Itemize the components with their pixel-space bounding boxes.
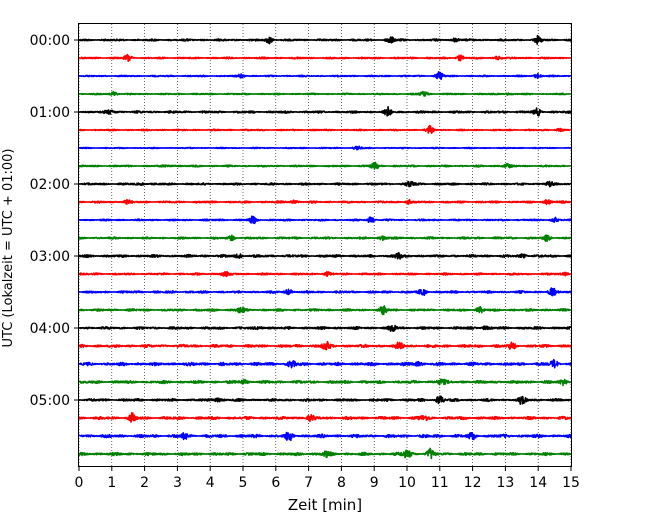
y-axis-ticks: 00:00 01:00 02:00 03:00 04:00 05:00: [30, 33, 79, 409]
y-axis-label: UTC (Lokalzeit = UTC + 01:00): [1, 149, 16, 348]
trace-0000: [78, 34, 572, 45]
y-tick-label-2: 02:00: [30, 177, 70, 193]
x-tick-label-3: 3: [173, 475, 182, 491]
x-tick-label-8: 8: [337, 475, 346, 491]
trace-0245: [78, 234, 572, 243]
x-tick-label-11: 11: [431, 475, 449, 491]
trace-0100: [78, 106, 572, 117]
y-tick-label-4: 04:00: [30, 321, 70, 337]
x-tick-label-10: 10: [398, 475, 416, 491]
y-tick-label-1: 01:00: [30, 105, 70, 121]
trace-0230: [78, 215, 572, 225]
trace-lines: [78, 34, 572, 460]
x-axis-label: Zeit [min]: [288, 496, 362, 514]
trace-0030: [78, 71, 572, 81]
trace-0215: [78, 198, 572, 206]
trace-0515: [78, 412, 572, 423]
trace-0130: [78, 145, 572, 151]
trace-0200: [78, 180, 572, 188]
trace-0315: [78, 271, 572, 278]
trace-0430: [78, 358, 572, 369]
trace-0545: [78, 447, 572, 460]
trace-0345: [78, 305, 572, 316]
x-tick-label-12: 12: [464, 475, 482, 491]
trace-0500: [78, 395, 572, 405]
y-tick-label-5: 05:00: [30, 393, 70, 409]
x-tick-label-2: 2: [140, 475, 149, 491]
trace-0445: [78, 378, 572, 387]
trace-0415: [78, 340, 572, 351]
trace-0300: [78, 251, 572, 260]
trace-0145: [78, 161, 572, 170]
trace-0530: [78, 431, 572, 442]
trace-0015: [78, 53, 572, 62]
plot-frame: [78, 23, 572, 467]
x-tick-label-1: 1: [107, 475, 116, 491]
x-tick-label-9: 9: [370, 475, 379, 491]
x-tick-label-0: 0: [75, 475, 84, 491]
x-tick-label-5: 5: [239, 475, 248, 491]
y-tick-label-3: 03:00: [30, 249, 70, 265]
x-tick-label-6: 6: [271, 475, 280, 491]
trace-0115: [78, 124, 572, 135]
x-tick-label-13: 13: [496, 475, 514, 491]
x-tick-label-15: 15: [562, 475, 580, 491]
x-tick-label-4: 4: [206, 475, 215, 491]
x-tick-label-14: 14: [529, 475, 547, 491]
trace-0330: [78, 287, 572, 297]
x-tick-label-7: 7: [304, 475, 313, 491]
y-tick-label-0: 00:00: [30, 33, 70, 49]
trace-0045: [78, 90, 572, 97]
x-axis-ticks: 0 1 2 3 4 5 6 7 8 9 10 11 12 13 14 15: [75, 466, 580, 491]
trace-0400: [78, 324, 572, 332]
